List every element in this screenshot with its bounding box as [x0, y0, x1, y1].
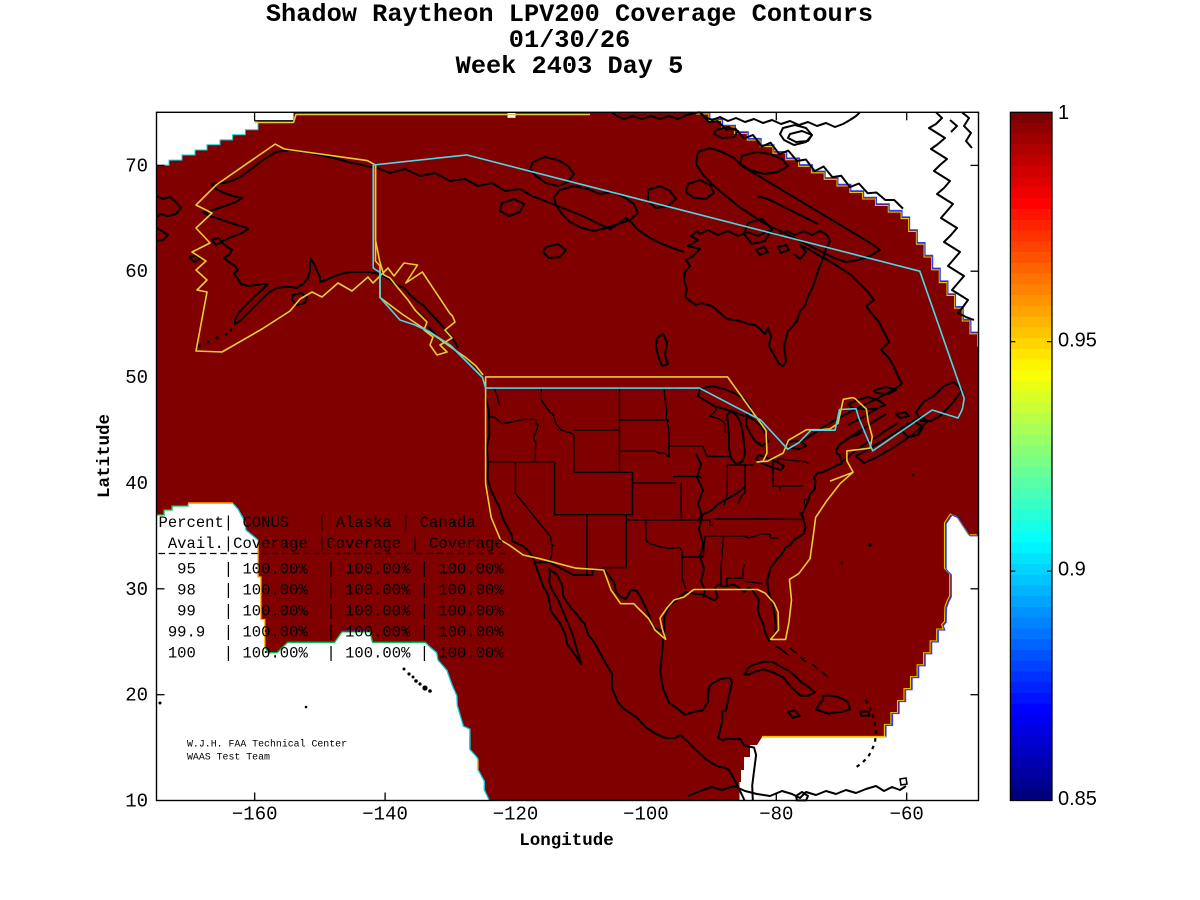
svg-text:0.95: 0.95 [1058, 330, 1097, 352]
svg-text:−60: −60 [890, 804, 924, 826]
svg-text:Percent| CONUS | Alaska | Ca: Percent| CONUS | Alaska | Canada [159, 514, 476, 532]
svg-text:20: 20 [125, 685, 148, 707]
svg-text:Avail.|Coverage |Coverage | Co: Avail.|Coverage |Coverage | Coverage [159, 535, 504, 553]
svg-text:−100: −100 [623, 804, 669, 826]
svg-text:1: 1 [1058, 102, 1069, 124]
svg-text:99 | 100.00% | 100.00% | 10: 99 | 100.00% | 100.00% | 100.00% [159, 603, 505, 621]
svg-text:95 | 100.00% | 100.00% | 10: 95 | 100.00% | 100.00% | 100.00% [159, 561, 505, 579]
svg-text:40: 40 [125, 473, 148, 495]
svg-text:30: 30 [125, 579, 148, 601]
svg-text:10: 10 [125, 791, 148, 813]
svg-text:100 | 100.00% | 100.00% | 1: 100 | 100.00% | 100.00% | 100.00% [159, 645, 505, 663]
svg-text:0.85: 0.85 [1058, 788, 1097, 810]
svg-text:50: 50 [125, 367, 148, 389]
svg-text:01/30/26: 01/30/26 [509, 26, 630, 55]
svg-text:−120: −120 [493, 804, 539, 826]
svg-text:Latitude: Latitude [95, 414, 115, 498]
svg-text:−140: −140 [362, 804, 408, 826]
svg-text:0.9: 0.9 [1058, 559, 1086, 581]
svg-text:Shadow Raytheon LPV200 Coverag: Shadow Raytheon LPV200 Coverage Contours [266, 0, 873, 29]
svg-text:70: 70 [125, 155, 148, 177]
svg-text:WAAS Test Team: WAAS Test Team [187, 752, 270, 763]
svg-text:Week 2403 Day 5: Week 2403 Day 5 [456, 52, 684, 81]
svg-text:Longitude: Longitude [519, 831, 614, 851]
svg-text:99.9 | 100.00% | 100.00% | 1: 99.9 | 100.00% | 100.00% | 100.00% [159, 624, 505, 642]
svg-text:−80: −80 [759, 804, 793, 826]
svg-text:98 | 100.00% | 100.00% | 10: 98 | 100.00% | 100.00% | 100.00% [159, 582, 505, 600]
svg-text:−160: −160 [232, 804, 278, 826]
svg-text:W.J.H. FAA Technical Center: W.J.H. FAA Technical Center [187, 739, 347, 750]
svg-text:60: 60 [125, 261, 148, 283]
